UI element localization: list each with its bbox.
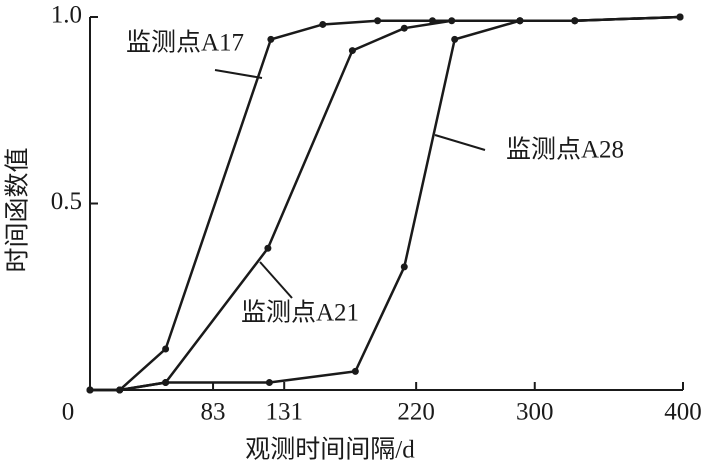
x-tick-label: 131: [265, 399, 303, 426]
leader-line: [214, 69, 263, 79]
point: [162, 379, 170, 387]
series-annotation: 监测点A28: [506, 136, 624, 164]
series-annotation: 监测点A17: [126, 29, 244, 57]
y-tick-label: 1.0: [51, 2, 82, 29]
leader-line: [434, 134, 486, 151]
point: [374, 17, 382, 25]
point: [516, 17, 524, 25]
point: [267, 35, 275, 43]
series-line: [90, 15, 681, 392]
point: [264, 244, 272, 252]
point: [400, 263, 408, 271]
series-line: [90, 15, 681, 392]
y-axis-label: 时间函数值: [4, 147, 32, 272]
point: [351, 367, 359, 375]
point: [348, 47, 356, 55]
x-tick-label: 300: [516, 399, 554, 426]
point: [162, 345, 170, 353]
point: [319, 20, 327, 28]
point: [86, 386, 94, 394]
x-tick-label: 83: [201, 399, 226, 426]
x-tick-label: 0: [62, 399, 75, 426]
series-annotation: 监测点A21: [241, 299, 359, 327]
x-tick-label: 220: [397, 399, 435, 426]
point: [400, 24, 408, 32]
series-line: [90, 15, 681, 392]
x-axis-label: 观测时间间隔/d: [245, 436, 415, 464]
point: [571, 17, 579, 25]
y-tick-label: 0.5: [51, 188, 82, 215]
leader-line: [259, 261, 293, 299]
point: [451, 35, 459, 43]
point: [448, 17, 456, 25]
point: [676, 13, 684, 21]
point: [116, 386, 124, 394]
point: [265, 379, 273, 387]
x-tick-label: 400: [664, 399, 702, 426]
